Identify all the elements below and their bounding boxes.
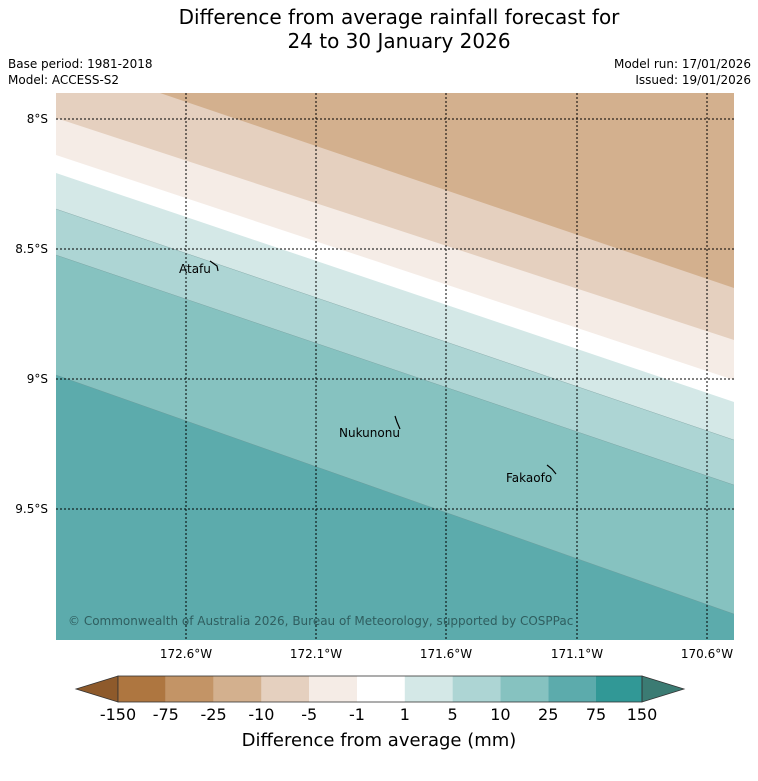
graticule <box>56 93 734 640</box>
colorbar-title: Difference from average (mm) <box>241 730 517 751</box>
colorbar-label-6: 1 <box>399 705 410 724</box>
lon-label-172-1w: 172.1°W <box>289 647 343 661</box>
atoll-fakaofo <box>546 464 557 475</box>
lon-label-172-6w: 172.6°W <box>159 647 213 661</box>
place-label-atafu: Atafu <box>179 262 211 276</box>
colorbar-label-2: -25 <box>200 705 227 724</box>
lat-label-9-5s: 9.5°S <box>15 502 48 516</box>
atolls <box>209 260 557 475</box>
map-title: Difference from average rainfall forecas… <box>0 5 758 53</box>
lon-label-171-1w: 171.1°W <box>550 647 604 661</box>
atoll-nukunonu <box>394 415 401 430</box>
colorbar-label-11: 150 <box>626 705 658 724</box>
colorbar-label-8: 10 <box>490 705 511 724</box>
lon-label-170-6w: 170.6°W <box>680 647 734 661</box>
title-line-1: Difference from average rainfall forecas… <box>178 5 620 29</box>
atoll-atafu <box>209 260 219 272</box>
model-name: Model: ACCESS-S2 <box>8 73 120 87</box>
colorbar-label-0: -150 <box>99 705 137 724</box>
place-label-fakaofo: Fakaofo <box>506 471 553 485</box>
rainfall-bands <box>56 93 734 640</box>
colorbar-label-5: -1 <box>349 705 365 724</box>
colorbar-label-4: -5 <box>301 705 318 724</box>
lat-label-8s: 8°S <box>26 112 48 126</box>
colorbar-label-3: -10 <box>248 705 275 724</box>
lon-label-171-6w: 171.6°W <box>419 647 473 661</box>
lat-label-8-5s: 8.5°S <box>15 242 48 256</box>
lat-label-9s: 9°S <box>26 372 48 386</box>
colorbar-label-9: 25 <box>538 705 559 724</box>
colorbar-label-7: 5 <box>447 705 458 724</box>
colorbar <box>74 675 686 703</box>
band-minus25-minus10 <box>160 93 734 288</box>
place-label-nukunonu: Nukunonu <box>339 426 400 440</box>
meta-left: Base period: 1981-2018 Model: ACCESS-S2 <box>8 56 153 88</box>
copyright-notice: © Commonwealth of Australia 2026, Bureau… <box>68 614 574 628</box>
title-line-2: 24 to 30 January 2026 <box>287 29 511 53</box>
colorbar-label-1: -75 <box>152 705 179 724</box>
meta-right: Model run: 17/01/2026 Issued: 19/01/2026 <box>614 56 751 88</box>
issued-date: Issued: 19/01/2026 <box>635 73 751 87</box>
model-run: Model run: 17/01/2026 <box>613 57 751 71</box>
colorbar-label-10: 75 <box>585 705 607 724</box>
base-period: Base period: 1981-2018 <box>8 57 153 71</box>
